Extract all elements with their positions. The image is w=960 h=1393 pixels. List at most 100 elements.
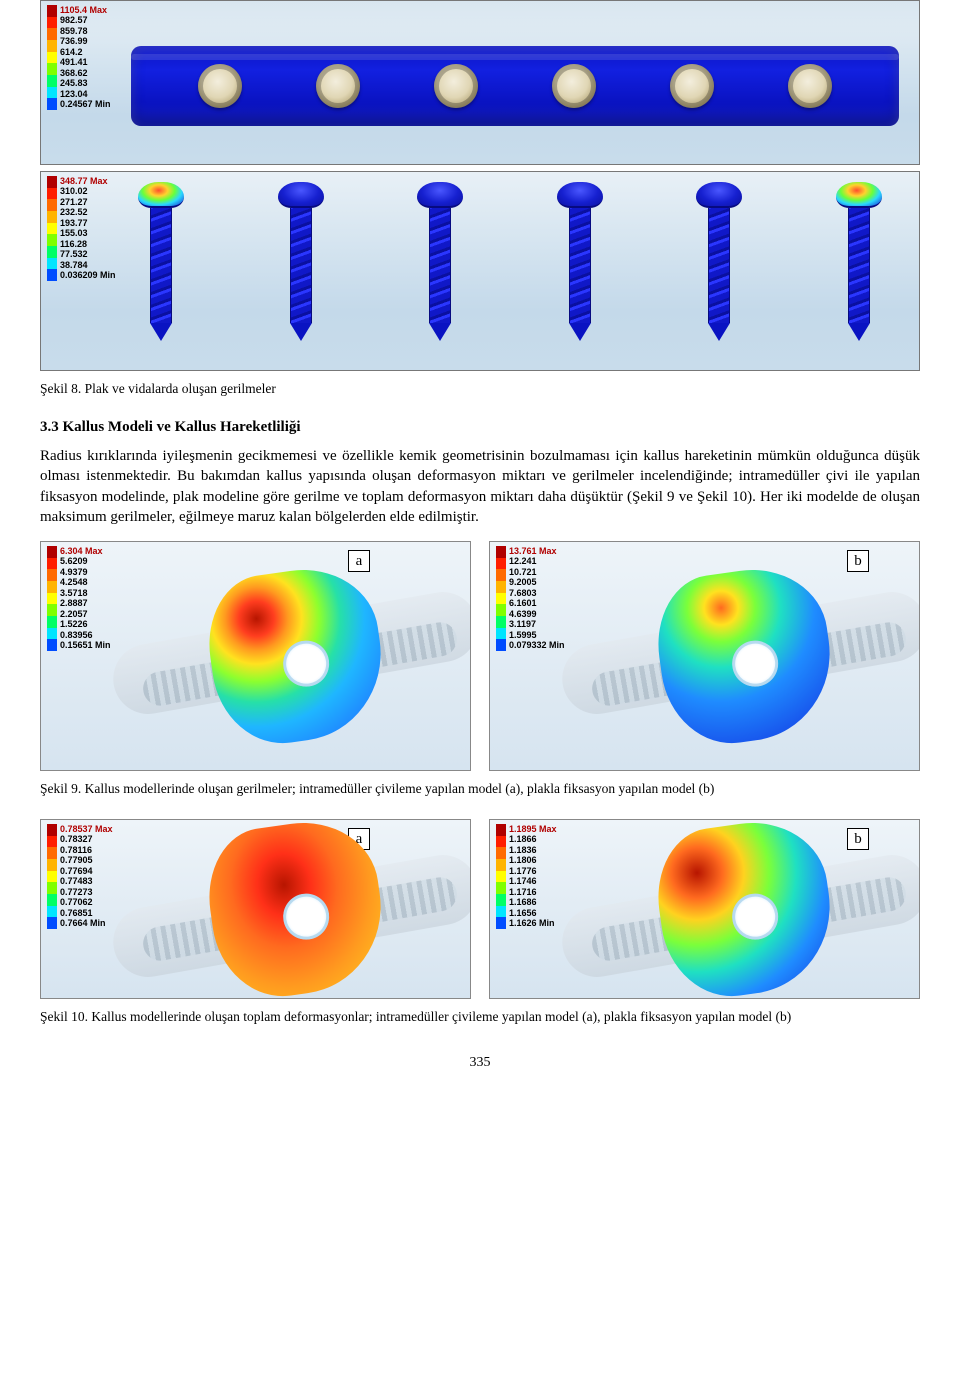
legend-swatch [47,52,57,64]
legend-label: 982.57 [60,16,111,26]
fig8-screws-panel: 348.77 Max310.02271.27232.52193.77155.03… [40,171,920,371]
callus-contour [648,819,840,999]
legend-label: 0.78327 [60,835,113,845]
screw-shaft [150,208,172,323]
callus-scene [600,840,889,978]
legend-swatch [496,628,506,640]
legend-swatch [496,581,506,593]
legend-label: 13.761 Max [509,546,565,556]
callus-contour [199,819,391,999]
legend-swatch [47,882,57,894]
legend-label: 0.78537 Max [60,824,113,834]
legend-label: 9.2005 [509,578,565,588]
legend-label: 368.62 [60,68,111,78]
legend-label: 1.1746 [509,877,557,887]
screw-tip [150,323,172,341]
screw [141,182,181,341]
legend-swatch [496,604,506,616]
screw [560,182,600,341]
legend-swatch [47,906,57,918]
screw-tip [569,323,591,341]
legend-swatch [47,246,57,258]
callus-scene [151,840,440,978]
legend-swatch [496,824,506,836]
legend-label: 1.1626 Min [509,919,557,929]
plate-body [131,46,899,126]
legend-swatch [47,40,57,52]
fig10-legend-b: 1.1895 Max1.18661.18361.18061.17761.1746… [496,824,557,929]
legend-swatch [47,546,57,558]
legend-swatch [496,847,506,859]
screw-tip [708,323,730,341]
screws-row [141,182,879,354]
legend-label: 614.2 [60,47,111,57]
legend-label: 1105.4 Max [60,5,111,15]
screw-head [278,182,324,208]
legend-swatch [496,546,506,558]
legend-swatch [47,223,57,235]
legend-label: 0.77062 [60,898,113,908]
legend-label: 0.78116 [60,845,113,855]
legend-swatch [496,871,506,883]
fig8-plate-panel: 1105.4 Max982.57859.78736.99614.2491.413… [40,0,920,165]
legend-swatch [47,871,57,883]
legend-swatch [47,593,57,605]
legend-swatch [47,604,57,616]
legend-swatch [496,894,506,906]
section-heading: 3.3 Kallus Modeli ve Kallus Hareketliliğ… [40,419,920,436]
legend-swatch [47,859,57,871]
legend-label: 10.721 [509,567,565,577]
legend-label: 116.28 [60,239,116,249]
legend-label: 1.1686 [509,898,557,908]
plate-hole [670,64,714,108]
legend-label: 1.1716 [509,887,557,897]
legend-label: 859.78 [60,26,111,36]
plate-hole [552,64,596,108]
screw-tip [429,323,451,341]
legend-swatch [47,269,57,281]
legend-swatch [496,616,506,628]
fig9-legend-b: 13.761 Max12.24110.7219.20057.68036.1601… [496,546,565,651]
fig10-panel-a: 0.78537 Max0.783270.781160.779050.776940… [40,819,471,999]
legend-swatch [47,558,57,570]
fig10-panel-b: 1.1895 Max1.18661.18361.18061.17761.1746… [489,819,920,999]
legend-swatch [47,616,57,628]
screw-head [836,182,882,208]
legend-label: 1.1806 [509,856,557,866]
bg-gradient [41,1,919,41]
plate-hole [316,64,360,108]
fig8-screws-legend: 348.77 Max310.02271.27232.52193.77155.03… [47,176,116,281]
figure-10: 0.78537 Max0.783270.781160.779050.776940… [40,819,920,999]
legend-swatch [496,859,506,871]
legend-swatch [496,593,506,605]
legend-swatch [47,234,57,246]
legend-label: 193.77 [60,218,116,228]
screw-shaft [569,208,591,323]
legend-label: 348.77 Max [60,176,116,186]
legend-swatch [47,87,57,99]
legend-swatch [47,628,57,640]
screw-shaft [429,208,451,323]
screw-shaft [290,208,312,323]
legend-label: 491.41 [60,58,111,68]
fig10-caption: Şekil 10. Kallus modellerinde oluşan top… [40,1009,920,1025]
screw-shaft [848,208,870,323]
legend-label: 38.784 [60,260,116,270]
legend-swatch [496,906,506,918]
legend-label: 1.1895 Max [509,824,557,834]
legend-swatch [496,836,506,848]
fig9-legend-a: 6.304 Max5.62094.93794.25483.57182.88872… [47,546,111,651]
legend-label: 1.5226 [60,620,111,630]
legend-label: 271.27 [60,197,116,207]
callus-scene [600,562,889,750]
legend-label: 4.6399 [509,609,565,619]
legend-swatch [496,569,506,581]
legend-label: 4.2548 [60,578,111,588]
legend-swatch [496,917,506,929]
legend-swatch [47,211,57,223]
screw [281,182,321,341]
legend-label: 0.77483 [60,877,113,887]
legend-swatch [496,882,506,894]
legend-label: 7.6803 [509,588,565,598]
screw-tip [848,323,870,341]
